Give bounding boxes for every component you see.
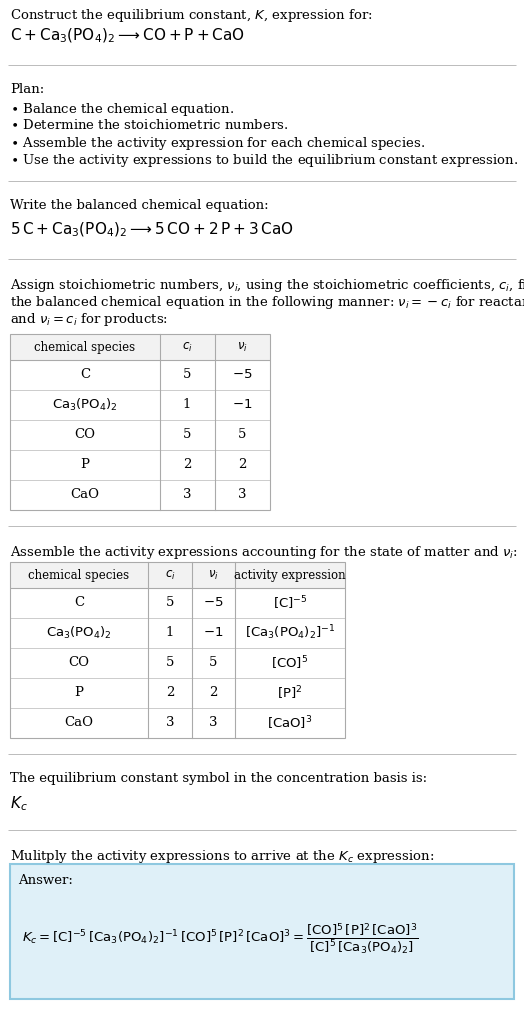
Text: and $\nu_i = c_i$ for products:: and $\nu_i = c_i$ for products:: [10, 311, 168, 328]
Text: 2: 2: [166, 686, 174, 700]
Text: P: P: [81, 459, 90, 472]
Text: 1: 1: [183, 399, 191, 412]
Text: $K_c$: $K_c$: [10, 794, 28, 813]
Text: 2: 2: [183, 459, 191, 472]
Text: 5: 5: [238, 428, 246, 441]
Text: P: P: [74, 686, 83, 700]
Text: CaO: CaO: [64, 717, 93, 729]
Text: $c_i$: $c_i$: [182, 341, 192, 354]
Text: $-1$: $-1$: [203, 626, 223, 640]
Text: $[\mathrm{P}]^{2}$: $[\mathrm{P}]^{2}$: [277, 684, 303, 702]
Text: 5: 5: [183, 428, 191, 441]
Text: 3: 3: [166, 717, 174, 729]
Text: Assign stoichiometric numbers, $\nu_i$, using the stoichiometric coefficients, $: Assign stoichiometric numbers, $\nu_i$, …: [10, 277, 524, 294]
Text: the balanced chemical equation in the following manner: $\nu_i = -c_i$ for react: the balanced chemical equation in the fo…: [10, 294, 524, 311]
Text: $-1$: $-1$: [232, 399, 252, 412]
Text: 3: 3: [238, 488, 246, 501]
Text: activity expression: activity expression: [234, 569, 346, 582]
Text: $\mathrm{Ca_3(PO_4)_2}$: $\mathrm{Ca_3(PO_4)_2}$: [52, 397, 118, 413]
Text: 5: 5: [166, 597, 174, 609]
Text: $5\,\mathrm{C} + \mathrm{Ca_3(PO_4)_2} \longrightarrow 5\,\mathrm{CO} + 2\,\math: $5\,\mathrm{C} + \mathrm{Ca_3(PO_4)_2} \…: [10, 221, 293, 239]
Text: The equilibrium constant symbol in the concentration basis is:: The equilibrium constant symbol in the c…: [10, 772, 427, 785]
Text: Construct the equilibrium constant, $K$, expression for:: Construct the equilibrium constant, $K$,…: [10, 7, 373, 24]
Text: $[\mathrm{Ca_3(PO_4)_2}]^{-1}$: $[\mathrm{Ca_3(PO_4)_2}]^{-1}$: [245, 623, 335, 643]
Bar: [10, 334, 270, 510]
Text: chemical species: chemical species: [28, 569, 129, 582]
FancyBboxPatch shape: [10, 562, 345, 588]
Text: $K_c = [\mathrm{C}]^{-5}\,[\mathrm{Ca_3(PO_4)_2}]^{-1}\,[\mathrm{CO}]^5\,[\mathr: $K_c = [\mathrm{C}]^{-5}\,[\mathrm{Ca_3(…: [22, 922, 418, 957]
Text: $\bullet$ Balance the chemical equation.: $\bullet$ Balance the chemical equation.: [10, 101, 234, 118]
Text: 5: 5: [209, 657, 217, 669]
FancyBboxPatch shape: [10, 334, 270, 360]
Text: Write the balanced chemical equation:: Write the balanced chemical equation:: [10, 199, 269, 212]
Text: Plan:: Plan:: [10, 83, 44, 96]
Text: Assemble the activity expressions accounting for the state of matter and $\nu_i$: Assemble the activity expressions accoun…: [10, 544, 518, 561]
Text: $\bullet$ Determine the stoichiometric numbers.: $\bullet$ Determine the stoichiometric n…: [10, 118, 288, 132]
Text: Answer:: Answer:: [18, 874, 73, 887]
Text: $[\mathrm{CO}]^{5}$: $[\mathrm{CO}]^{5}$: [271, 654, 309, 672]
Text: $-5$: $-5$: [232, 368, 252, 381]
Text: $\bullet$ Use the activity expressions to build the equilibrium constant express: $\bullet$ Use the activity expressions t…: [10, 152, 518, 169]
Text: 3: 3: [209, 717, 217, 729]
Text: 5: 5: [183, 368, 191, 381]
Bar: [10, 562, 345, 738]
Text: $\mathrm{Ca_3(PO_4)_2}$: $\mathrm{Ca_3(PO_4)_2}$: [46, 625, 112, 641]
Text: $c_i$: $c_i$: [165, 569, 176, 582]
Text: $\mathrm{C} + \mathrm{Ca_3(PO_4)_2} \longrightarrow \mathrm{CO} + \mathrm{P} + \: $\mathrm{C} + \mathrm{Ca_3(PO_4)_2} \lon…: [10, 27, 245, 46]
Text: CO: CO: [74, 428, 95, 441]
Text: 1: 1: [166, 626, 174, 640]
Text: Mulitply the activity expressions to arrive at the $K_c$ expression:: Mulitply the activity expressions to arr…: [10, 848, 434, 865]
Text: $[\mathrm{CaO}]^{3}$: $[\mathrm{CaO}]^{3}$: [267, 714, 313, 732]
Text: 2: 2: [209, 686, 217, 700]
Text: $\nu_i$: $\nu_i$: [208, 569, 219, 582]
Text: C: C: [80, 368, 90, 381]
Text: chemical species: chemical species: [35, 341, 136, 354]
Text: $\bullet$ Assemble the activity expression for each chemical species.: $\bullet$ Assemble the activity expressi…: [10, 135, 425, 152]
Text: 2: 2: [238, 459, 246, 472]
Text: CaO: CaO: [71, 488, 100, 501]
Text: CO: CO: [69, 657, 90, 669]
Text: 5: 5: [166, 657, 174, 669]
FancyBboxPatch shape: [10, 864, 514, 999]
Text: 3: 3: [183, 488, 191, 501]
Text: $-5$: $-5$: [203, 597, 223, 609]
Text: $[\mathrm{C}]^{-5}$: $[\mathrm{C}]^{-5}$: [273, 594, 307, 612]
Text: C: C: [74, 597, 84, 609]
Text: $\nu_i$: $\nu_i$: [237, 341, 247, 354]
